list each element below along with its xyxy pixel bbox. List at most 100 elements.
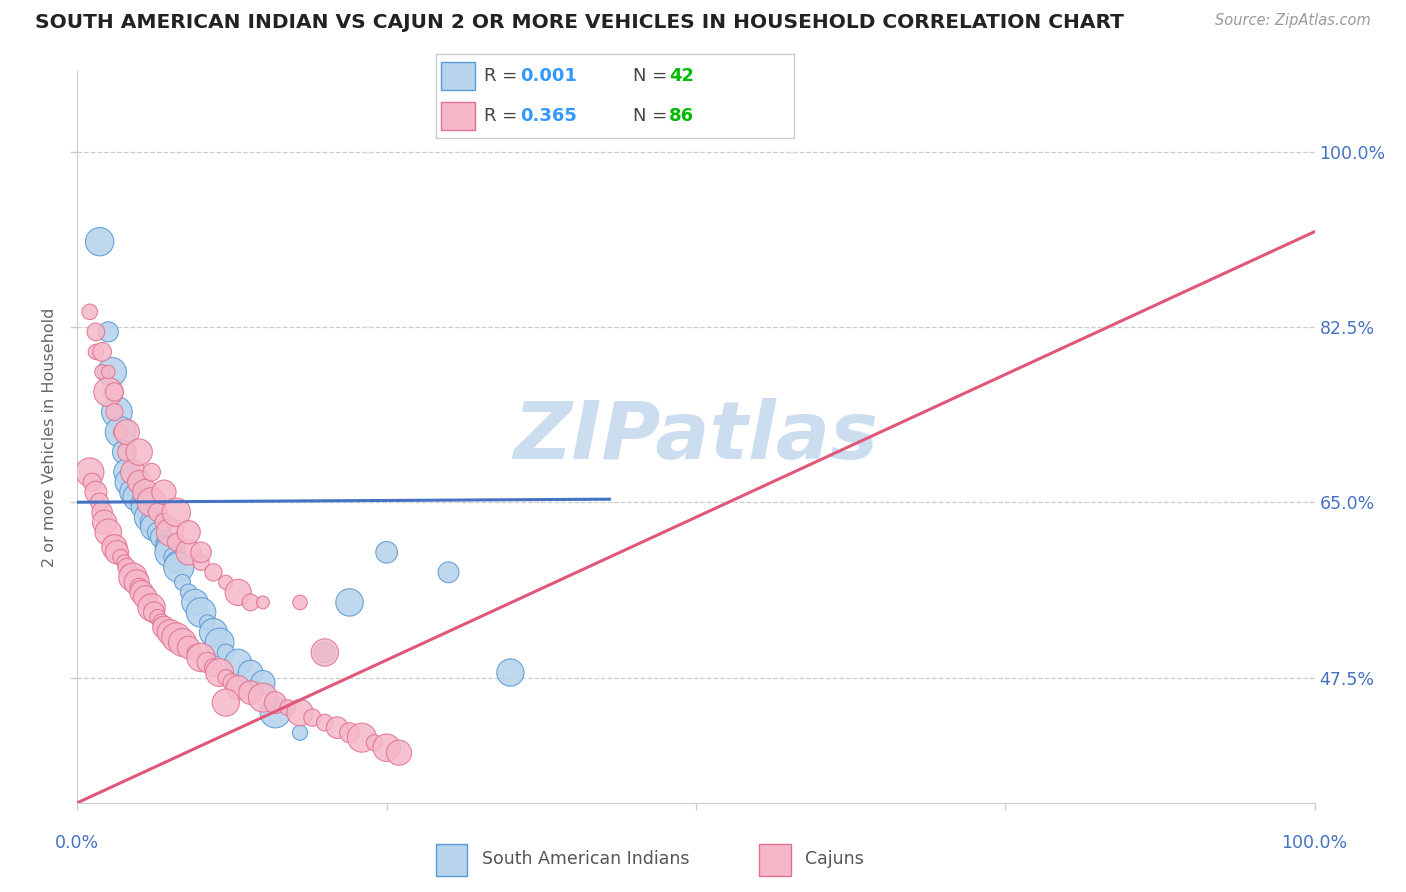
Point (128, 580, 150, 594)
Point (146, 525, 169, 540)
Point (226, 656, 249, 670)
Point (134, 505, 156, 519)
Point (252, 595, 274, 609)
Point (84, 485, 107, 500)
Point (172, 575, 194, 590)
Point (226, 585, 249, 599)
FancyBboxPatch shape (436, 844, 467, 876)
Point (159, 625, 181, 640)
Point (89, 495, 111, 509)
Point (101, 365, 124, 379)
Point (215, 671, 238, 685)
Point (84, 325, 107, 339)
Point (314, 646, 336, 660)
Point (314, 715, 336, 730)
Point (190, 555, 212, 569)
Point (79, 465, 101, 479)
Point (155, 541, 177, 555)
Point (150, 615, 173, 630)
Point (141, 495, 163, 509)
Point (159, 525, 181, 540)
Point (221, 675, 243, 690)
Point (363, 736, 385, 750)
Text: 0.365: 0.365 (520, 107, 576, 125)
Point (110, 550, 132, 565)
Point (97, 325, 120, 339)
Text: South American Indians: South American Indians (481, 849, 689, 868)
Point (165, 535, 187, 549)
Point (153, 485, 176, 500)
Point (91, 505, 114, 519)
Point (146, 610, 169, 624)
Point (208, 635, 231, 649)
Point (165, 631, 187, 645)
Point (134, 485, 156, 500)
Point (252, 675, 274, 690)
Text: ZIPatlas: ZIPatlas (513, 398, 879, 476)
Point (143, 606, 166, 620)
Point (375, 740, 398, 755)
Point (110, 425, 132, 439)
Point (103, 384, 125, 399)
Point (177, 585, 200, 599)
Point (239, 685, 262, 699)
Point (190, 606, 212, 620)
Point (84, 345, 107, 359)
Point (190, 545, 212, 559)
Point (138, 510, 160, 524)
Point (375, 545, 398, 559)
Point (150, 530, 173, 544)
Point (134, 591, 156, 605)
Point (499, 665, 522, 680)
Point (301, 711, 323, 725)
Point (339, 725, 361, 739)
Point (239, 665, 262, 680)
Point (437, 566, 460, 580)
Point (115, 465, 138, 479)
Point (125, 490, 148, 504)
Point (314, 646, 336, 660)
Point (110, 425, 132, 439)
Point (264, 706, 287, 720)
Point (128, 445, 150, 459)
Point (115, 445, 138, 459)
Point (326, 721, 349, 735)
Point (350, 731, 373, 745)
Point (184, 595, 207, 609)
Point (288, 725, 311, 739)
Point (288, 706, 311, 720)
Point (141, 465, 163, 479)
Point (163, 550, 186, 565)
Text: N =: N = (633, 107, 673, 125)
Point (202, 566, 225, 580)
Point (215, 696, 238, 710)
Point (138, 595, 160, 609)
Point (208, 665, 231, 680)
Point (93, 515, 115, 529)
Point (105, 405, 128, 419)
Point (195, 615, 218, 630)
Point (165, 505, 187, 519)
Point (97, 365, 120, 379)
Text: 42: 42 (669, 67, 695, 85)
Text: SOUTH AMERICAN INDIAN VS CAJUN 2 OR MORE VEHICLES IN HOUSEHOLD CORRELATION CHART: SOUTH AMERICAN INDIAN VS CAJUN 2 OR MORE… (35, 13, 1123, 32)
Text: Cajuns: Cajuns (804, 849, 863, 868)
Point (153, 620, 176, 634)
Point (165, 555, 187, 569)
Point (215, 575, 238, 590)
Point (115, 425, 138, 439)
Point (105, 545, 128, 559)
Point (91, 345, 114, 359)
Point (118, 566, 141, 580)
Point (103, 541, 125, 555)
Point (339, 595, 361, 609)
Point (190, 650, 212, 665)
Point (146, 505, 169, 519)
Point (128, 475, 150, 490)
Point (118, 475, 141, 490)
Point (79, 305, 101, 319)
FancyBboxPatch shape (441, 103, 475, 130)
Point (122, 570, 145, 584)
Point (177, 640, 200, 655)
Point (264, 696, 287, 710)
